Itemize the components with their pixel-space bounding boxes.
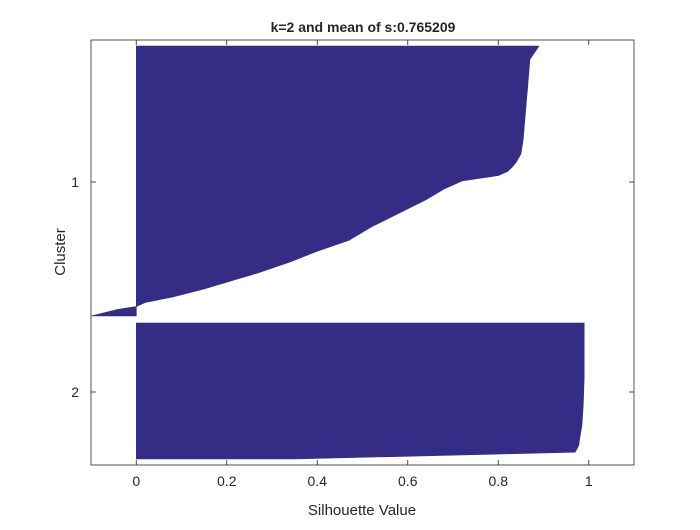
x-tick-label: 0.2 bbox=[217, 473, 237, 489]
silhouette-bars bbox=[90, 45, 585, 460]
x-tick-label: 0.4 bbox=[308, 473, 328, 489]
axes-box bbox=[90, 39, 635, 466]
chart-title: k=2 and mean of s:0.765209 bbox=[271, 19, 456, 35]
x-tick-label: 1 bbox=[585, 473, 593, 489]
y-tick-label: 1 bbox=[71, 174, 79, 190]
cluster-2-silhouette bbox=[136, 322, 585, 460]
x-tick-label: 0 bbox=[132, 473, 140, 489]
y-axis-label: Cluster bbox=[52, 228, 69, 276]
y-axis-ticks: 12 bbox=[71, 174, 634, 400]
x-tick-label: 0.8 bbox=[489, 473, 509, 489]
x-tick-label: 0.6 bbox=[398, 473, 418, 489]
y-tick-label: 2 bbox=[71, 384, 79, 400]
cluster-1-silhouette bbox=[90, 45, 540, 317]
x-axis-label: Silhouette Value bbox=[308, 502, 416, 519]
x-axis-ticks: 0 0.2 0.4 0.6 0.8 1 bbox=[132, 40, 593, 489]
